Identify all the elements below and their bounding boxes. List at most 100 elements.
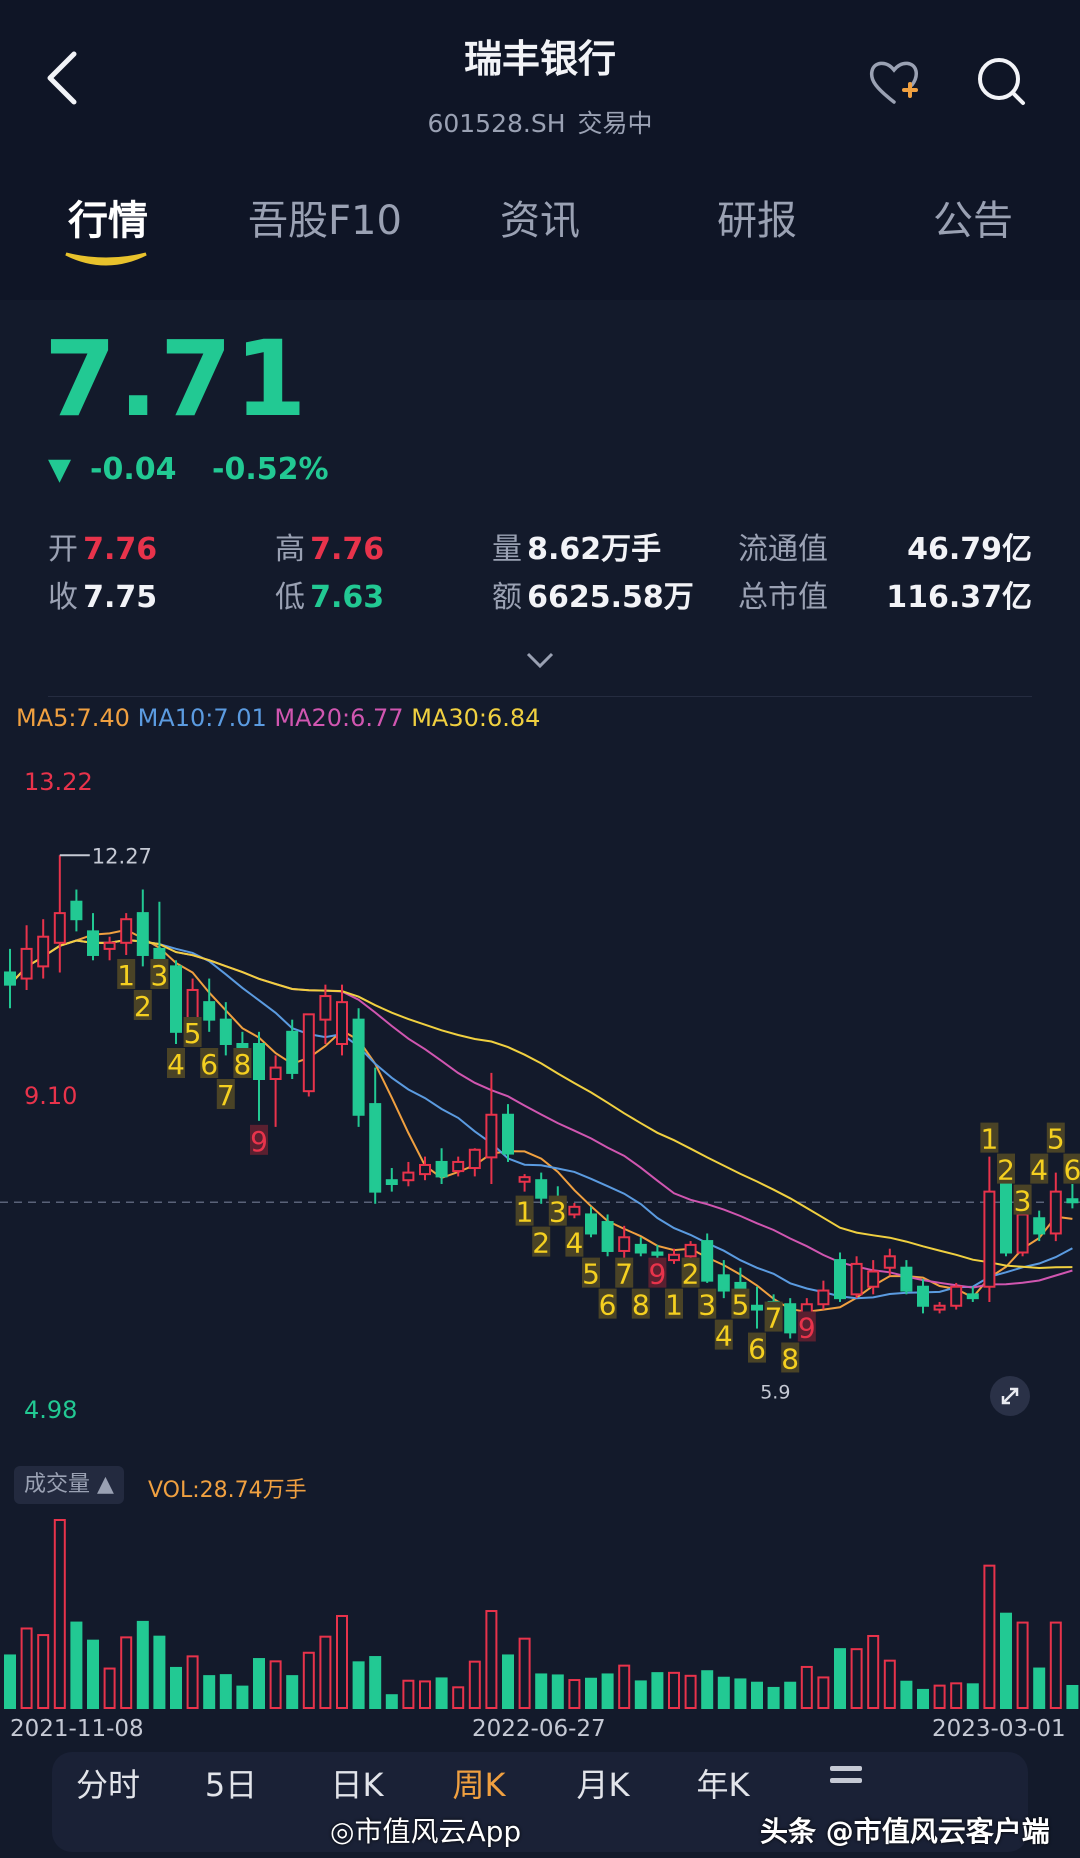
volume-bar: [352, 1661, 365, 1709]
turn-label-bg: [997, 1153, 1015, 1184]
quote-prev-close: 收 7.75: [48, 572, 157, 616]
period-5day[interactable]: 5日: [204, 1766, 258, 1804]
turn-label: 3: [698, 1289, 716, 1322]
indicator-selector[interactable]: 成交量 ▲: [14, 1466, 124, 1504]
add-watchlist-button[interactable]: [866, 54, 922, 110]
volume-bar: [668, 1671, 680, 1709]
turn-label-bg: [117, 958, 136, 989]
volume-chart: [4, 1519, 1079, 1710]
toutiao-watermark: 头条 @市值风云客户端: [760, 1815, 1050, 1848]
candle-body: [950, 1285, 963, 1307]
volume-bar: [402, 1679, 415, 1709]
search-button[interactable]: [974, 54, 1030, 110]
candle: [983, 1156, 996, 1302]
turn-label: 8: [781, 1342, 799, 1375]
candle: [933, 1301, 946, 1314]
period-yearly[interactable]: 年K: [696, 1766, 750, 1804]
tab-research[interactable]: 研报: [717, 198, 797, 244]
x-label-end: 2023-03-01: [932, 1716, 1066, 1742]
tab-announcements[interactable]: 公告: [933, 198, 1013, 244]
tab-f10[interactable]: 吾股F10: [248, 198, 402, 244]
top-header: [0, 0, 1080, 300]
candle: [419, 1156, 431, 1181]
volume-bar: [1000, 1612, 1012, 1709]
turn-label: 6: [599, 1289, 617, 1322]
volume-bar: [883, 1659, 896, 1709]
volume-bar: [70, 1621, 83, 1709]
label: 收: [48, 580, 78, 615]
candle: [336, 984, 348, 1056]
candle-body: [87, 930, 99, 956]
period-intraday[interactable]: 分时: [75, 1766, 141, 1804]
turn-label: 1: [117, 959, 135, 992]
period-weekly[interactable]: 周K: [452, 1766, 506, 1804]
candle: [966, 1286, 979, 1302]
candlestick-chart[interactable]: 12.271234567891234567891234567891234565.…: [0, 770, 1080, 1460]
turn-label: 9: [648, 1258, 666, 1291]
turn-label-bg: [714, 1319, 733, 1350]
candle: [568, 1203, 581, 1219]
tab-news[interactable]: 资讯: [500, 198, 580, 244]
quote-open: 开 7.76: [48, 524, 157, 568]
period-monthly[interactable]: 月K: [576, 1766, 630, 1804]
turn-label-bg: [598, 1288, 617, 1319]
candle: [402, 1161, 415, 1187]
volume-bar: [983, 1564, 996, 1709]
turn-label-bg: [565, 1226, 584, 1257]
candle: [70, 889, 83, 932]
turn-label: 9: [250, 1125, 268, 1158]
volume-bar: [87, 1639, 99, 1709]
candle-body: [684, 1243, 697, 1258]
volume-bar: [103, 1667, 116, 1710]
period-daily[interactable]: 日K: [330, 1766, 384, 1804]
volume-bar: [203, 1675, 216, 1710]
candle-body: [784, 1303, 797, 1334]
turn-label: 4: [565, 1227, 583, 1260]
candle-body: [336, 1001, 348, 1045]
volume-bar: [1016, 1621, 1029, 1709]
volume-bar: [153, 1635, 166, 1709]
volume-bar: [286, 1675, 299, 1710]
x-label-mid: 2022-06-27: [472, 1716, 606, 1742]
turn-label-bg: [548, 1195, 567, 1226]
candle: [1066, 1184, 1079, 1209]
value: 7.76: [310, 532, 385, 567]
stock-code: 601528.SH: [427, 109, 566, 138]
volume-bar: [651, 1672, 664, 1709]
candle: [751, 1286, 763, 1329]
chevron-left-icon: [47, 51, 77, 105]
turn-label-bg: [582, 1257, 600, 1288]
candle: [385, 1168, 398, 1192]
candle-body: [535, 1179, 548, 1199]
more-periods-button[interactable]: [826, 1762, 866, 1798]
candle-body: [269, 1066, 282, 1080]
candle-body: [585, 1213, 597, 1235]
tab-market[interactable]: 行情: [68, 198, 148, 244]
candle: [900, 1260, 913, 1295]
turn-label: 4: [1030, 1154, 1048, 1187]
turn-label: 2: [532, 1227, 550, 1260]
y-axis-min: 4.98: [24, 1396, 78, 1424]
volume-bar: [518, 1637, 531, 1709]
turn-label-bg: [1030, 1153, 1049, 1184]
volume-bar: [369, 1656, 382, 1710]
volume-bar: [568, 1679, 581, 1709]
candle-body: [883, 1255, 896, 1269]
label: 低: [275, 580, 305, 615]
volume-bar: [917, 1688, 929, 1710]
max-price-label: 12.27: [92, 844, 152, 868]
turn-label: 5: [731, 1289, 749, 1322]
turn-label-bg: [532, 1226, 551, 1257]
volume-bar: [784, 1681, 797, 1709]
volume-bar: [53, 1519, 66, 1709]
candle: [452, 1156, 465, 1177]
candle: [1000, 1180, 1012, 1257]
turn-label: 3: [150, 959, 168, 992]
quote-high: 高 7.76: [275, 524, 384, 568]
total-cap-value: 116.37亿: [886, 580, 1032, 615]
fullscreen-button[interactable]: [990, 1376, 1030, 1416]
expand-quote-button[interactable]: [522, 648, 558, 672]
candle: [601, 1214, 614, 1257]
back-button[interactable]: [40, 48, 90, 108]
volume-bar: [601, 1673, 614, 1710]
